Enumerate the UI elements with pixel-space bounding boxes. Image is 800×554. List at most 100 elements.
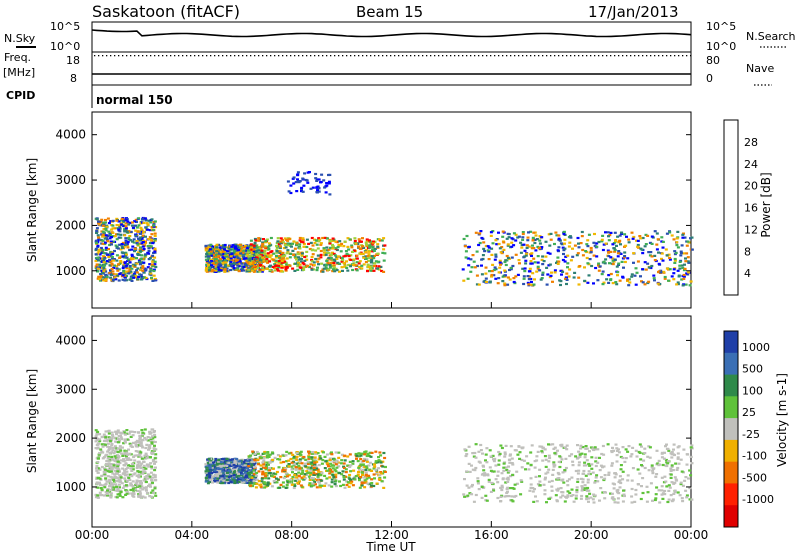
range-gate-cell bbox=[594, 460, 598, 463]
range-gate-cell bbox=[306, 264, 309, 267]
range-gate-cell bbox=[206, 265, 210, 268]
range-gate-cell bbox=[116, 488, 120, 491]
range-gate-cell bbox=[344, 254, 348, 257]
range-gate-cell bbox=[547, 233, 551, 236]
range-gate-cell bbox=[611, 243, 615, 246]
nave-dot bbox=[510, 55, 512, 57]
range-gate-cell bbox=[687, 271, 691, 274]
range-gate-cell bbox=[295, 476, 299, 479]
range-gate-cell bbox=[376, 243, 380, 246]
nave-dot bbox=[446, 55, 448, 57]
range-gate-cell bbox=[241, 469, 245, 472]
range-gate-cell bbox=[261, 242, 265, 245]
range-gate-cell bbox=[249, 454, 253, 457]
range-gate-cell bbox=[358, 240, 362, 243]
range-gate-cell bbox=[335, 466, 339, 469]
range-gate-cell bbox=[144, 488, 148, 491]
range-gate-cell bbox=[114, 273, 118, 276]
range-gate-cell bbox=[306, 468, 310, 471]
range-gate-cell bbox=[307, 471, 311, 474]
range-gate-cell bbox=[309, 468, 313, 471]
range-gate-cell bbox=[141, 434, 144, 437]
range-gate-cell bbox=[661, 259, 665, 262]
range-gate-cell bbox=[602, 281, 606, 284]
range-gate-cell bbox=[151, 460, 155, 463]
range-gate-cell bbox=[256, 452, 260, 455]
range-gate-cell bbox=[130, 462, 134, 465]
range-gate-cell bbox=[206, 482, 210, 485]
range-gate-cell bbox=[494, 239, 498, 242]
nave-dot bbox=[242, 55, 244, 57]
range-gate-cell bbox=[217, 268, 221, 271]
range-gate-cell bbox=[132, 241, 136, 244]
range-gate-cell bbox=[253, 241, 257, 244]
range-gate-cell bbox=[135, 466, 139, 470]
range-gate-cell bbox=[478, 232, 482, 235]
range-gate-cell bbox=[359, 458, 363, 461]
range-gate-cell bbox=[137, 493, 141, 496]
range-gate-cell bbox=[316, 189, 319, 192]
range-gate-cell bbox=[148, 229, 152, 232]
range-gate-cell bbox=[603, 262, 607, 265]
range-gate-cell bbox=[217, 270, 221, 273]
range-gate-cell bbox=[249, 484, 253, 487]
range-gate-cell bbox=[141, 433, 145, 436]
range-gate-cell bbox=[116, 437, 120, 441]
range-gate-cell bbox=[278, 246, 282, 250]
range-gate-cell bbox=[133, 247, 137, 250]
range-gate-cell bbox=[495, 243, 499, 246]
range-gate-cell bbox=[150, 452, 154, 455]
range-gate-cell bbox=[253, 482, 257, 485]
range-gate-cell bbox=[483, 250, 487, 253]
range-gate-cell bbox=[354, 475, 358, 478]
range-gate-cell bbox=[681, 284, 685, 287]
nave-dot bbox=[158, 55, 160, 57]
range-gate-cell bbox=[585, 256, 589, 260]
range-gate-cell bbox=[592, 254, 596, 257]
range-gate-cell bbox=[243, 246, 247, 249]
range-gate-cell bbox=[142, 230, 146, 233]
range-gate-cell bbox=[316, 247, 320, 250]
range-gate-cell bbox=[626, 278, 630, 281]
range-gate-cell bbox=[349, 482, 353, 485]
range-gate-cell bbox=[247, 252, 251, 255]
range-gate-cell bbox=[115, 265, 119, 268]
nave-dot bbox=[422, 55, 424, 57]
range-gate-cell bbox=[140, 242, 144, 245]
range-gate-cell bbox=[214, 263, 218, 266]
range-gate-cell bbox=[263, 482, 267, 485]
range-gate-cell bbox=[269, 264, 273, 267]
range-gate-cell bbox=[210, 466, 214, 469]
range-gate-cell bbox=[682, 252, 686, 255]
range-gate-cell bbox=[204, 255, 208, 258]
nave-tick-top: 80 bbox=[706, 54, 720, 67]
range-gate-cell bbox=[531, 239, 535, 242]
range-gate-cell bbox=[133, 250, 136, 253]
range-gate-cell bbox=[139, 263, 142, 266]
range-gate-cell bbox=[204, 249, 208, 252]
range-gate-cell bbox=[106, 234, 110, 238]
range-gate-cell bbox=[130, 492, 134, 495]
range-gate-cell bbox=[129, 467, 133, 470]
range-gate-cell bbox=[142, 221, 146, 224]
range-gate-cell bbox=[211, 262, 215, 265]
range-gate-cell bbox=[299, 266, 303, 269]
range-gate-cell bbox=[295, 244, 298, 247]
range-gate-cell bbox=[128, 235, 132, 238]
range-gate-cell bbox=[137, 224, 141, 227]
range-gate-cell bbox=[102, 265, 106, 268]
range-gate-cell bbox=[559, 283, 562, 287]
range-gate-cell bbox=[331, 467, 335, 470]
range-gate-cell bbox=[128, 458, 132, 461]
range-gate-cell bbox=[261, 260, 265, 263]
range-gate-cell bbox=[652, 274, 656, 277]
nave-dot bbox=[346, 55, 348, 57]
range-gate-cell bbox=[370, 257, 374, 260]
range-gate-cell bbox=[116, 269, 120, 272]
range-gate-cell bbox=[378, 451, 382, 454]
range-gate-cell bbox=[324, 460, 328, 463]
range-gate-cell bbox=[143, 454, 147, 457]
range-gate-cell bbox=[104, 443, 107, 446]
range-gate-cell bbox=[686, 260, 690, 263]
range-gate-cell bbox=[662, 270, 666, 273]
